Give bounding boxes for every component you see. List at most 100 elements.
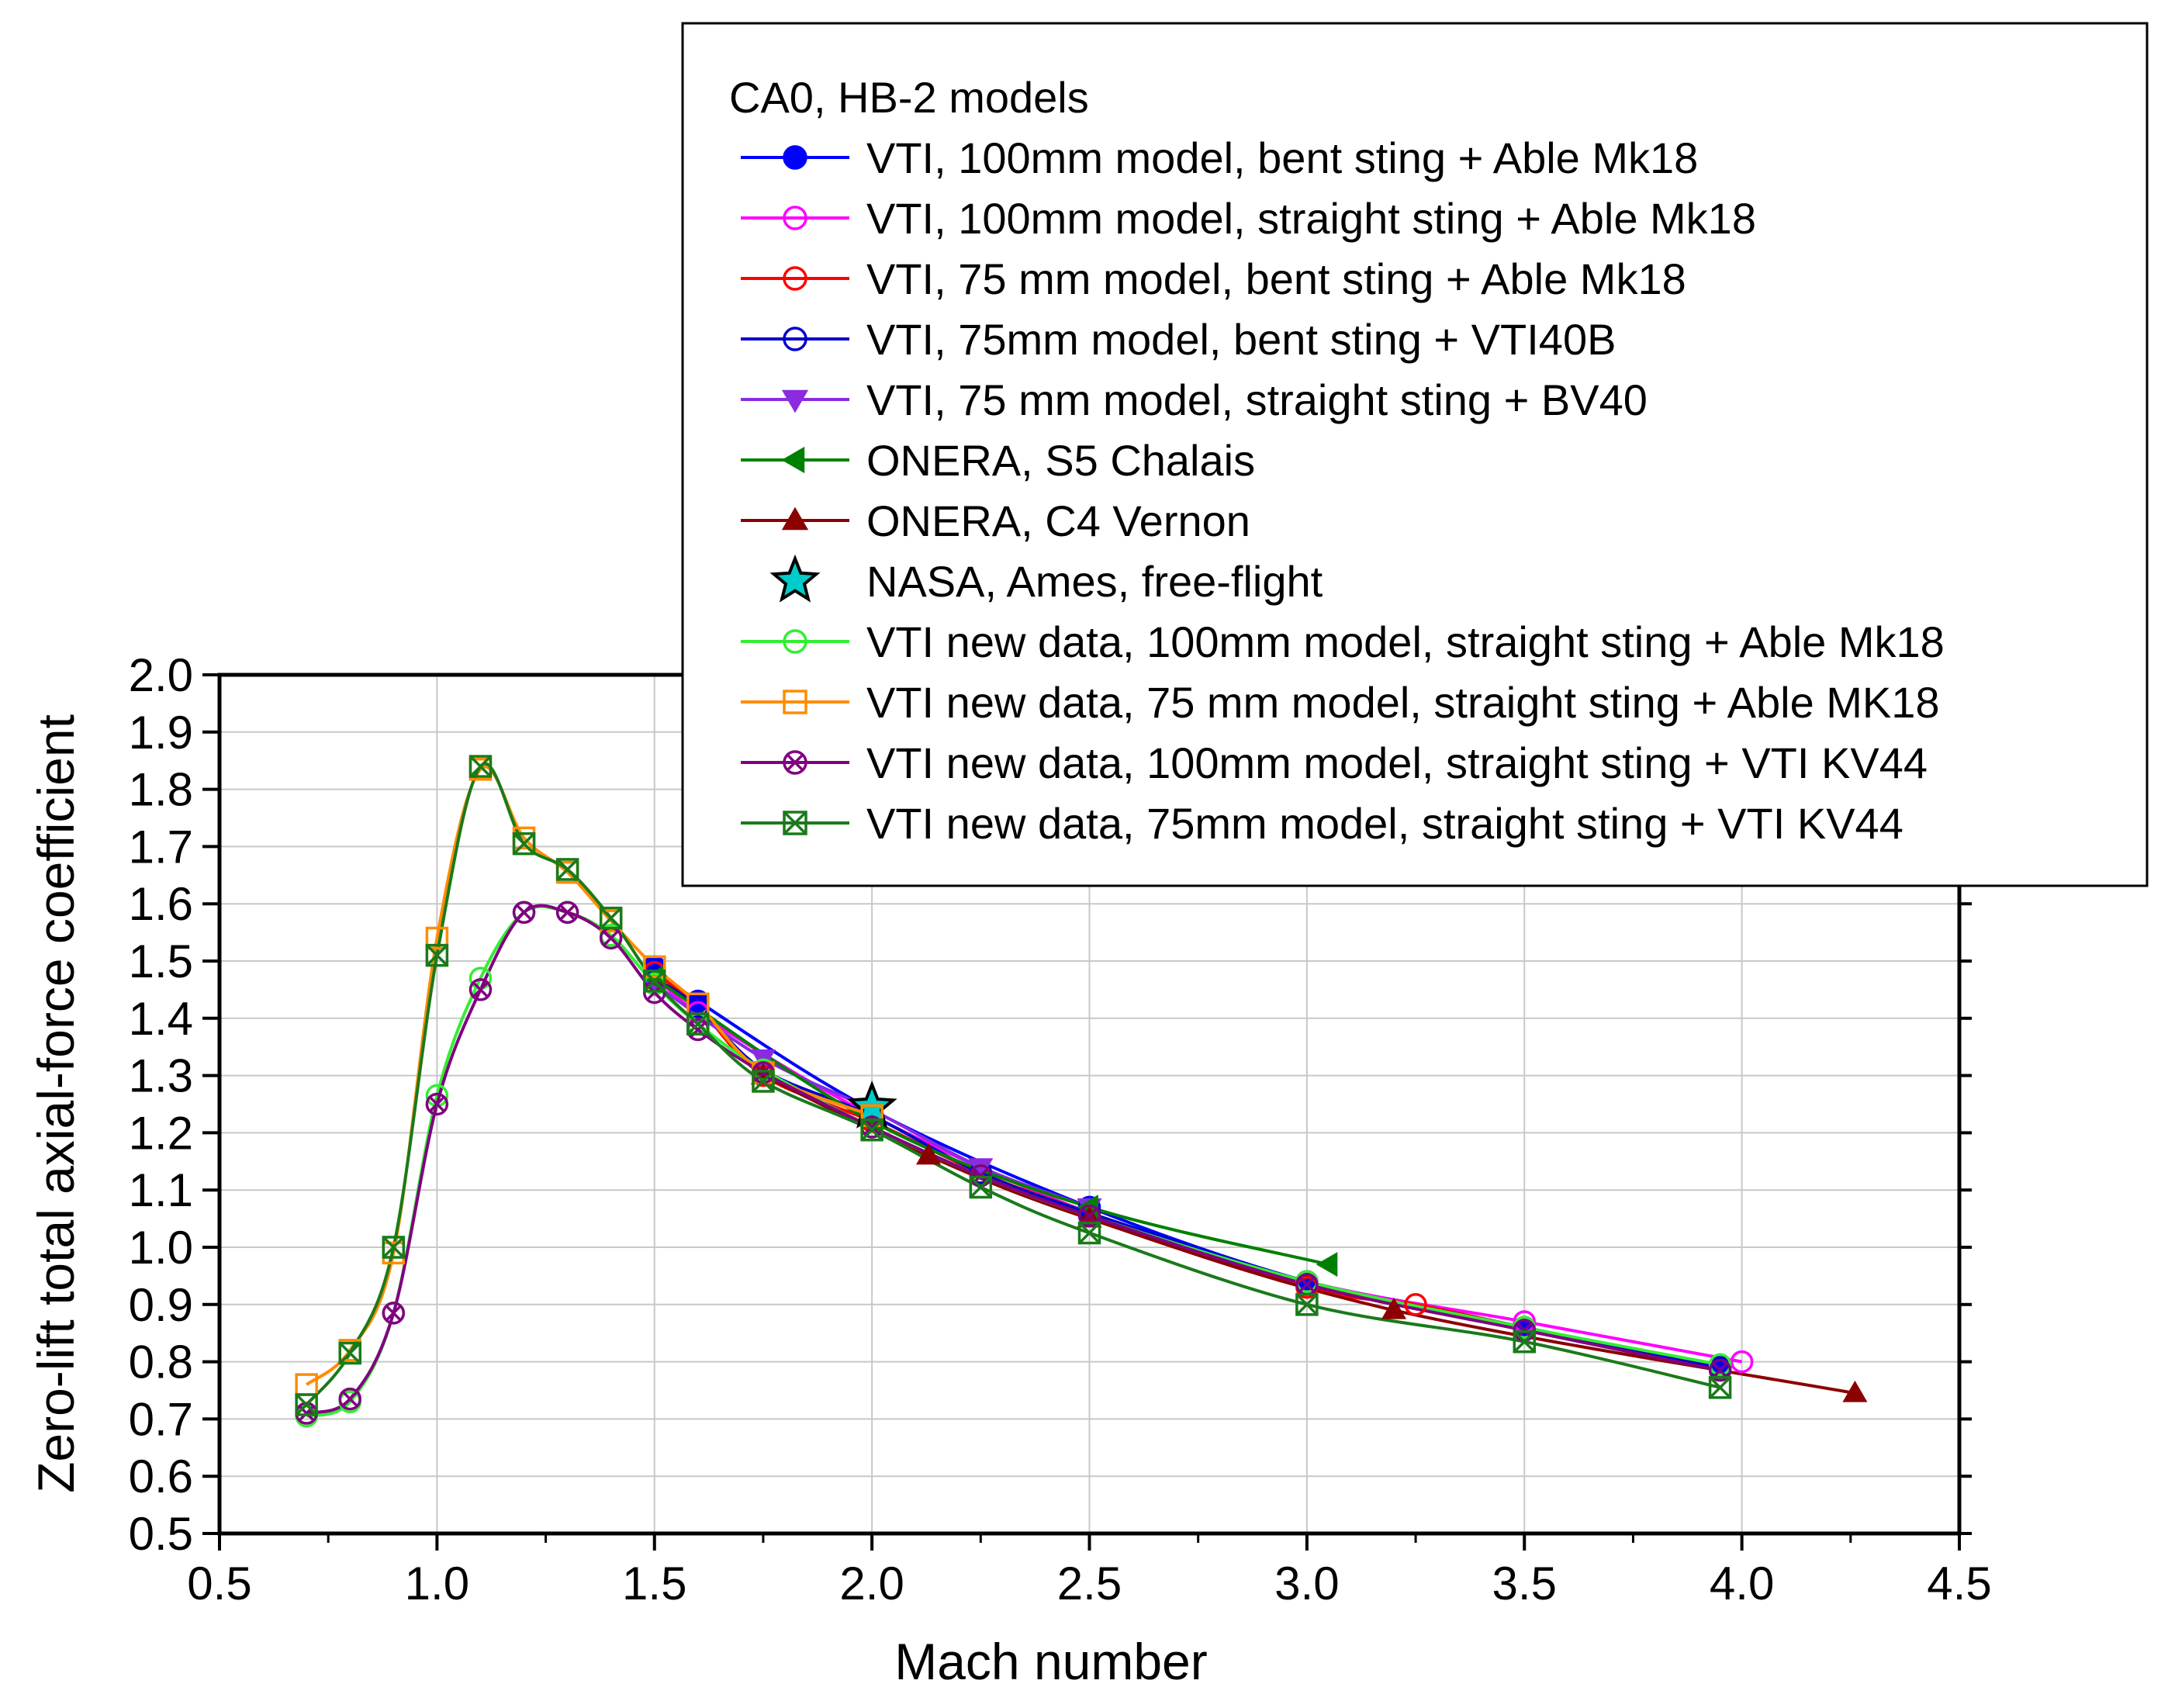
data-point (1708, 1376, 1732, 1399)
data-point (555, 858, 579, 881)
y-tick-label: 1.5 (129, 935, 193, 987)
legend-title: CA0, HB-2 models (729, 73, 1089, 122)
y-tick-label: 1.2 (129, 1107, 193, 1159)
y-tick-label: 1.4 (129, 993, 193, 1045)
data-point (295, 1393, 318, 1416)
data-point (686, 1012, 710, 1036)
legend-box (681, 22, 2149, 887)
data-point (643, 955, 666, 979)
y-tick-labels: 0.50.60.70.80.91.01.11.21.31.41.51.61.71… (129, 649, 193, 1560)
legend-label: NASA, Ames, free-flight (866, 557, 1323, 606)
data-point (915, 1143, 942, 1165)
legend-item: ONERA, C4 Vernon (741, 496, 1250, 545)
data-point (1842, 1380, 1868, 1402)
data-point (512, 832, 536, 856)
legend-label: VTI, 75 mm model, bent sting + Able Mk18 (866, 254, 1686, 303)
data-point (860, 1118, 883, 1142)
data-point (1077, 1221, 1101, 1245)
data-point (555, 901, 579, 925)
series-line-4 (653, 977, 1720, 1369)
data-point (1381, 1297, 1407, 1319)
data-point (469, 755, 493, 778)
legend-marker (783, 145, 807, 170)
data-point (969, 1175, 993, 1199)
legend-item: VTI, 100mm model, bent sting + Able Mk18 (741, 133, 1698, 182)
y-tick-label: 1.3 (129, 1050, 193, 1102)
data-point (469, 978, 493, 1001)
series-line-2 (653, 971, 1742, 1364)
legend-label: ONERA, S5 Chalais (866, 436, 1255, 485)
y-tick-label: 0.5 (129, 1508, 193, 1560)
legend-label: VTI new data, 75mm model, straight sting… (866, 799, 1903, 848)
x-tick-label: 2.5 (1057, 1558, 1122, 1609)
axis-ticks (202, 673, 1972, 1551)
data-point (1077, 1204, 1101, 1228)
legend-item: VTI new data, 75 mm model, straight stin… (741, 678, 1940, 727)
legend-label: VTI new data, 100mm model, straight stin… (866, 738, 1928, 787)
legend-label: VTI new data, 100mm model, straight stin… (866, 617, 1945, 666)
x-tick-labels: 0.5 1.0 1.5 2.0 2.5 3.0 3.5 4.0 4.5 (187, 1558, 1991, 1609)
legend-entries: VTI, 100mm model, bent sting + Able Mk18… (741, 133, 1945, 848)
legend-marker (781, 507, 809, 531)
legend-marker (783, 206, 807, 230)
data-point (338, 1387, 361, 1411)
y-tick-label: 1.6 (129, 878, 193, 930)
x-tick-label: 3.0 (1274, 1558, 1339, 1609)
y-tick-label: 0.6 (129, 1450, 193, 1502)
data-point (1295, 1293, 1319, 1316)
series-markers (295, 755, 1868, 1428)
series-line-6 (653, 977, 1329, 1267)
y-axis-label: Zero-lift total axial-force coefficient (27, 714, 85, 1493)
legend-marker (781, 389, 809, 413)
data-point (1404, 1293, 1427, 1316)
data-point (425, 1092, 449, 1116)
legend-item: VTI new data, 75mm model, straight sting… (741, 799, 1903, 848)
data-point (643, 970, 666, 993)
data-point (338, 1341, 361, 1365)
series-line-7 (762, 1074, 1855, 1395)
legend-label: VTI, 75mm model, bent sting + VTI40B (866, 315, 1616, 364)
legend-item: VTI, 75 mm model, bent sting + Able Mk18 (741, 254, 1686, 303)
data-point (752, 1070, 775, 1093)
y-tick-label: 1.8 (129, 764, 193, 816)
data-point (1708, 1358, 1732, 1382)
y-tick-label: 1.1 (129, 1164, 193, 1216)
data-point (382, 1236, 406, 1259)
legend-label: VTI, 100mm model, straight sting + Able … (866, 194, 1756, 243)
data-point (1708, 1353, 1732, 1377)
legend-marker (783, 629, 807, 654)
legend-marker (783, 811, 807, 835)
y-tick-label: 0.9 (129, 1279, 193, 1331)
legend-marker (769, 554, 821, 603)
legend-item: NASA, Ames, free-flight (769, 554, 1323, 606)
legend-item: VTI, 75 mm model, straight sting + BV40 (741, 375, 1648, 424)
x-tick-label: 4.0 (1710, 1558, 1774, 1609)
legend-marker (783, 750, 807, 775)
legend: CA0, HB-2 models VTI, 100mm model, bent … (681, 22, 2149, 887)
data-point (1513, 1330, 1536, 1354)
legend-label: VTI new data, 75 mm model, straight stin… (866, 678, 1940, 727)
legend-label: ONERA, C4 Vernon (866, 496, 1250, 545)
legend-item: VTI new data, 100mm model, straight stin… (741, 617, 1945, 666)
x-tick-label: 0.5 (187, 1558, 251, 1609)
legend-item: ONERA, S5 Chalais (741, 436, 1255, 485)
y-tick-label: 1.9 (129, 707, 193, 759)
legend-item: VTI new data, 100mm model, straight stin… (741, 738, 1928, 787)
x-tick-label: 2.0 (839, 1558, 904, 1609)
data-point (599, 906, 623, 930)
legend-marker (781, 446, 805, 474)
legend-label: VTI, 75 mm model, straight sting + BV40 (866, 375, 1648, 424)
y-tick-label: 0.7 (129, 1393, 193, 1445)
series-line-12 (305, 762, 1721, 1406)
legend-marker (783, 266, 807, 291)
x-tick-label: 4.5 (1927, 1558, 1991, 1609)
data-point (425, 943, 449, 967)
x-tick-label: 1.0 (405, 1558, 469, 1609)
series-line-1 (653, 965, 1720, 1369)
legend-marker (783, 690, 807, 714)
legend-marker (783, 327, 807, 351)
series-line-3 (653, 971, 1720, 1369)
data-point (425, 926, 449, 950)
x-axis-label: Mach number (894, 1633, 1208, 1690)
